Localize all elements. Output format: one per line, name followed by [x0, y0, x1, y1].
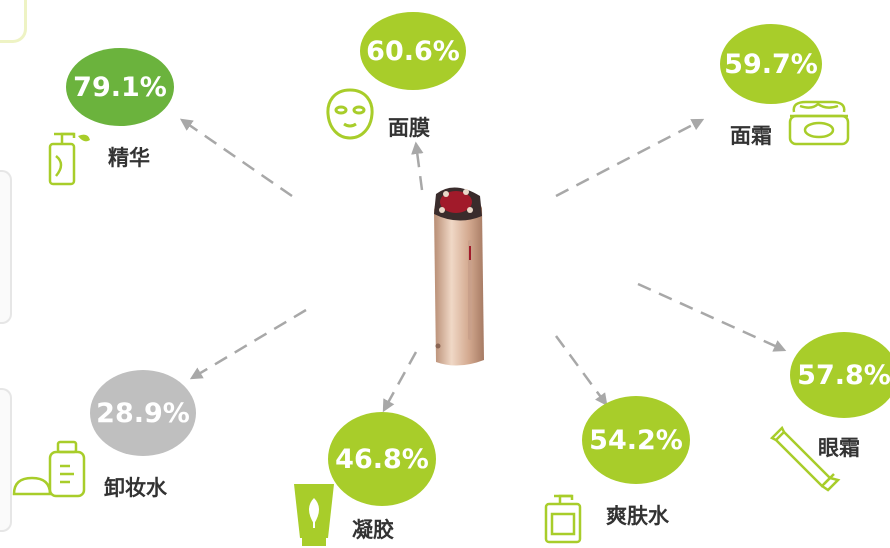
arrow-to-eyecream [637, 282, 787, 352]
decorative-side-panel [0, 170, 12, 324]
face-mask-icon [326, 88, 374, 140]
decorative-side-panel [0, 388, 12, 532]
essence-label: 精华 [108, 146, 150, 170]
eyecream-label: 眼霜 [818, 436, 860, 460]
arrow-to-cream [555, 118, 705, 198]
gel-label: 凝胶 [352, 518, 394, 542]
cream-label: 面霜 [730, 124, 772, 148]
decorative-frame-corner [0, 0, 27, 43]
eyecream-percent-bubble: 57.8% [790, 332, 890, 418]
cream-percent-bubble: 59.7% [720, 24, 822, 104]
pump-bottle-icon [48, 132, 90, 186]
essence-percent-bubble: 79.1% [66, 48, 174, 126]
tube-icon [770, 425, 841, 492]
gel-percent-bubble: 46.8% [328, 412, 436, 506]
arrow-to-toner [554, 335, 608, 407]
pump-bottle-icon [544, 494, 582, 544]
toner-label: 爽肤水 [606, 504, 669, 528]
toner-percent-bubble: 54.2% [582, 396, 690, 484]
leaf-tube-icon [294, 484, 334, 546]
mask-label: 面膜 [388, 116, 430, 140]
beauty-device-image [434, 187, 484, 366]
arrow-to-gel [382, 351, 418, 413]
remover-label: 卸妆水 [104, 476, 167, 500]
arrow-to-remover [189, 308, 307, 380]
arrow-to-mask [411, 141, 424, 191]
bottle-and-pad-icon [12, 440, 86, 498]
arrow-to-essence [179, 118, 293, 198]
mask-percent-bubble: 60.6% [360, 12, 466, 90]
cream-jar-icon [788, 100, 850, 146]
remover-percent-bubble: 28.9% [90, 370, 196, 456]
